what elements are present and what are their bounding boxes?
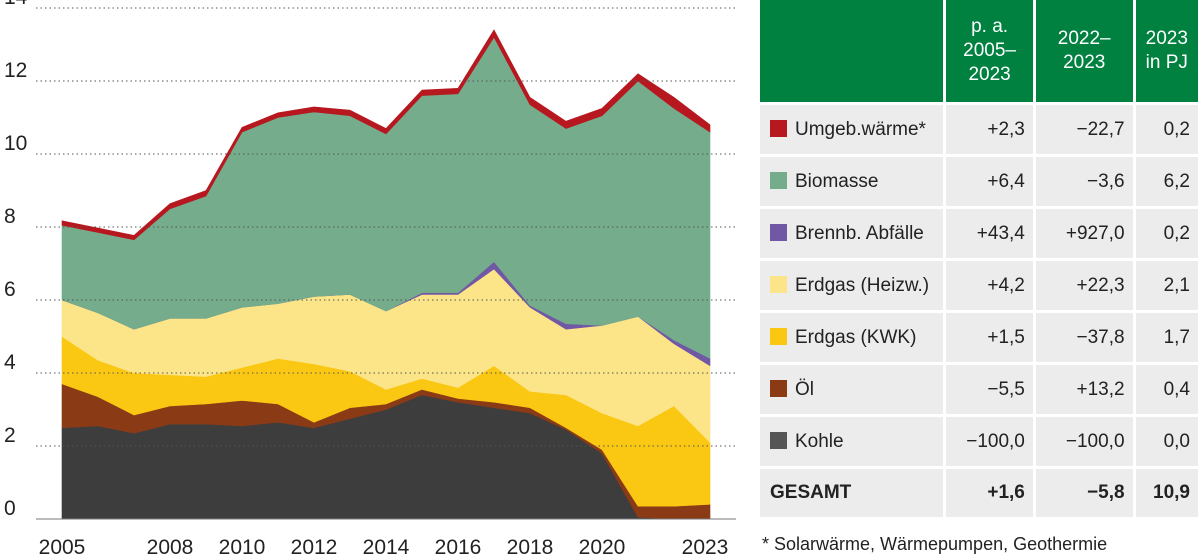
pa-cell: +43,4 [946,209,1033,258]
total-label-cell: GESAMT [760,469,944,517]
pa-cell: −100,0 [946,417,1033,466]
table-row: Kohle −100,0 −100,0 0,0 [760,417,1198,466]
header-pj: 2023 in PJ [1135,0,1198,102]
row-label-cell: Erdgas (Heizw.) [760,261,944,310]
legend-swatch [770,327,787,345]
pa-cell: +2,3 [946,105,1033,154]
pa-cell: +1,5 [946,313,1033,362]
y-tick-label: 0 [4,497,16,520]
header-blank [760,0,944,102]
y-tick-label: 6 [4,278,16,301]
x-tick-label: 2005 [39,536,86,559]
chart-canvas: 0 2 4 6 8 10 12 14 2005 2008 2010 2012 2014 2016 2018 2… [4,0,736,559]
footnote: * Solarwärme, Wärmepumpen, Geothermie [762,534,1108,554]
area-series-biomasse [61,36,711,359]
change-cell: −100,0 [1035,417,1133,466]
legend-swatch [770,275,787,293]
stacked-area-chart: 0 2 4 6 8 10 12 14 2005 2008 2010 2012 2014 2016 2018 2… [4,0,736,559]
table-row: Umgeb.wärme* +2,3 −22,7 0,2 [760,105,1198,154]
x-tick-label: 2012 [291,536,338,559]
area-series-umgeb-wärme [61,29,711,241]
y-tick-label: 2 [4,424,16,447]
pa-cell: +4,2 [946,261,1033,310]
header-pa: p. a. 2005– 2023 [946,0,1033,102]
table-row: Erdgas (Heizw.) +4,2 +22,3 2,1 [760,261,1198,310]
row-label-cell: Brennb. Abfälle [760,209,944,258]
legend-swatch [770,223,787,241]
pj-cell: 0,2 [1135,105,1198,154]
header-change: 2022– 2023 [1035,0,1133,102]
legend-swatch [770,379,787,397]
table-row: Biomasse +6,4 −3,6 6,2 [760,157,1198,206]
table-row: Erdgas (KWK) +1,5 −37,8 1,7 [760,313,1198,362]
table-total-row: GESAMT +1,6 −5,8 10,9 [760,469,1198,517]
y-tick-label: 14 [4,0,28,9]
table-header-row: p. a. 2005– 2023 2022– 2023 2023 in PJ [760,0,1198,102]
legend-swatch [770,431,787,449]
change-cell: −37,8 [1035,313,1133,362]
y-tick-label: 12 [4,59,27,82]
pj-cell: 0,4 [1135,365,1198,414]
y-tick-label: 8 [4,205,16,228]
legend-table-panel: p. a. 2005– 2023 2022– 2023 2023 in PJ U… [760,0,1198,523]
table-row: Brennb. Abfälle +43,4 +927,0 0,2 [760,209,1198,258]
pj-cell: 6,2 [1135,157,1198,206]
pj-cell: 0,2 [1135,209,1198,258]
total-pa-cell: +1,6 [946,469,1033,517]
x-tick-label: 2020 [579,536,626,559]
y-tick-label: 10 [4,132,27,155]
legend-swatch [770,119,787,137]
pa-cell: +6,4 [946,157,1033,206]
pj-cell: 0,0 [1135,417,1198,466]
row-label-cell: Kohle [760,417,944,466]
x-tick-label: 2023 [682,536,729,559]
legend-table: p. a. 2005– 2023 2022– 2023 2023 in PJ U… [757,0,1200,520]
change-cell: +927,0 [1035,209,1133,258]
change-cell: −22,7 [1035,105,1133,154]
change-cell: −3,6 [1035,157,1133,206]
change-cell: +22,3 [1035,261,1133,310]
x-tick-label: 2010 [219,536,266,559]
pj-cell: 2,1 [1135,261,1198,310]
row-label-cell: Erdgas (KWK) [760,313,944,362]
x-tick-label: 2014 [363,536,410,559]
x-tick-label: 2016 [435,536,482,559]
x-tick-label: 2008 [147,536,194,559]
total-pj-cell: 10,9 [1135,469,1198,517]
pj-cell: 1,7 [1135,313,1198,362]
row-label-cell: Biomasse [760,157,944,206]
total-change-cell: −5,8 [1035,469,1133,517]
change-cell: +13,2 [1035,365,1133,414]
table-row: Öl −5,5 +13,2 0,4 [760,365,1198,414]
legend-swatch [770,171,787,189]
pa-cell: −5,5 [946,365,1033,414]
row-label-cell: Öl [760,365,944,414]
y-tick-label: 4 [4,351,16,374]
row-label-cell: Umgeb.wärme* [760,105,944,154]
x-tick-label: 2018 [507,536,554,559]
